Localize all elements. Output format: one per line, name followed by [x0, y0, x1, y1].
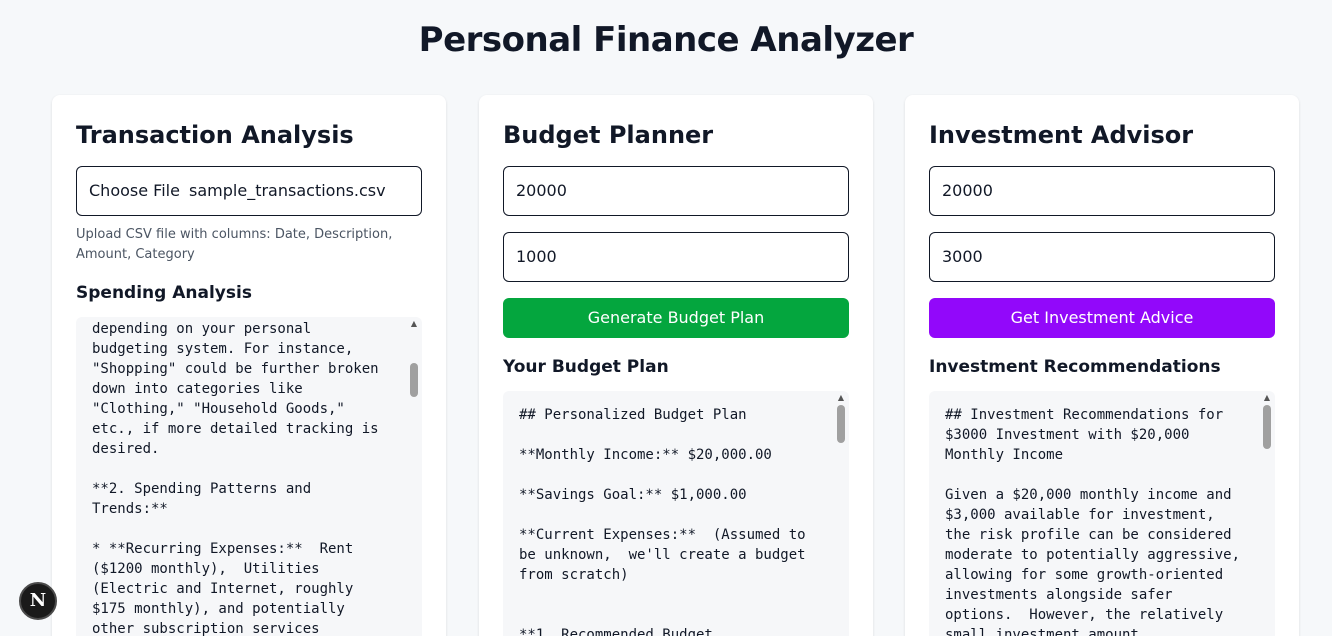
scrollbar[interactable]: ▲ [1261, 391, 1273, 636]
savings-goal-input[interactable]: 1000 [503, 232, 849, 282]
budget-plan-text: ## Personalized Budget Plan **Monthly In… [519, 407, 806, 636]
scrollbar-thumb[interactable] [1263, 405, 1271, 449]
transaction-analysis-card: Transaction Analysis Choose File sample_… [52, 95, 446, 636]
investment-recommendations-text: ## Investment Recommendations for $3000 … [945, 407, 1241, 636]
investment-recommendations-title: Investment Recommendations [929, 357, 1221, 377]
spending-analysis-text: depending on your personal budgeting sys… [92, 321, 379, 636]
scrollbar[interactable]: ▲ [835, 391, 847, 636]
scrollbar-thumb[interactable] [410, 363, 418, 397]
choose-file-button[interactable]: Choose File [89, 181, 180, 200]
scrollbar-thumb[interactable] [837, 405, 845, 443]
investment-advisor-card: Investment Advisor 20000 3000 Get Invest… [905, 95, 1299, 636]
budget-plan-output[interactable]: ## Personalized Budget Plan **Monthly In… [503, 391, 849, 636]
investment-advisor-title: Investment Advisor [929, 121, 1194, 149]
monthly-income-input[interactable]: 20000 [503, 166, 849, 216]
nextjs-devtools-badge[interactable]: N [19, 582, 57, 620]
spending-analysis-title: Spending Analysis [76, 283, 252, 303]
page-title: Personal Finance Analyzer [418, 20, 914, 60]
scroll-up-icon[interactable]: ▲ [837, 393, 845, 402]
get-investment-advice-button[interactable]: Get Investment Advice [929, 298, 1275, 338]
budget-planner-title: Budget Planner [503, 121, 714, 149]
scrollbar[interactable]: ▲ [408, 317, 420, 636]
file-name: sample_transactions.csv [189, 181, 386, 200]
investment-recommendations-output[interactable]: ## Investment Recommendations for $3000 … [929, 391, 1275, 636]
scroll-up-icon[interactable]: ▲ [410, 319, 418, 328]
budget-plan-title: Your Budget Plan [503, 357, 669, 377]
upload-help-text: Upload CSV file with columns: Date, Desc… [76, 227, 393, 262]
monthly-income-input[interactable]: 20000 [929, 166, 1275, 216]
spending-analysis-output[interactable]: depending on your personal budgeting sys… [76, 317, 422, 636]
generate-budget-plan-button[interactable]: Generate Budget Plan [503, 298, 849, 338]
file-upload-input[interactable]: Choose File sample_transactions.csv [76, 166, 422, 216]
budget-planner-card: Budget Planner 20000 1000 Generate Budge… [479, 95, 873, 636]
scroll-up-icon[interactable]: ▲ [1263, 393, 1271, 402]
investment-amount-input[interactable]: 3000 [929, 232, 1275, 282]
transaction-analysis-title: Transaction Analysis [76, 121, 354, 149]
